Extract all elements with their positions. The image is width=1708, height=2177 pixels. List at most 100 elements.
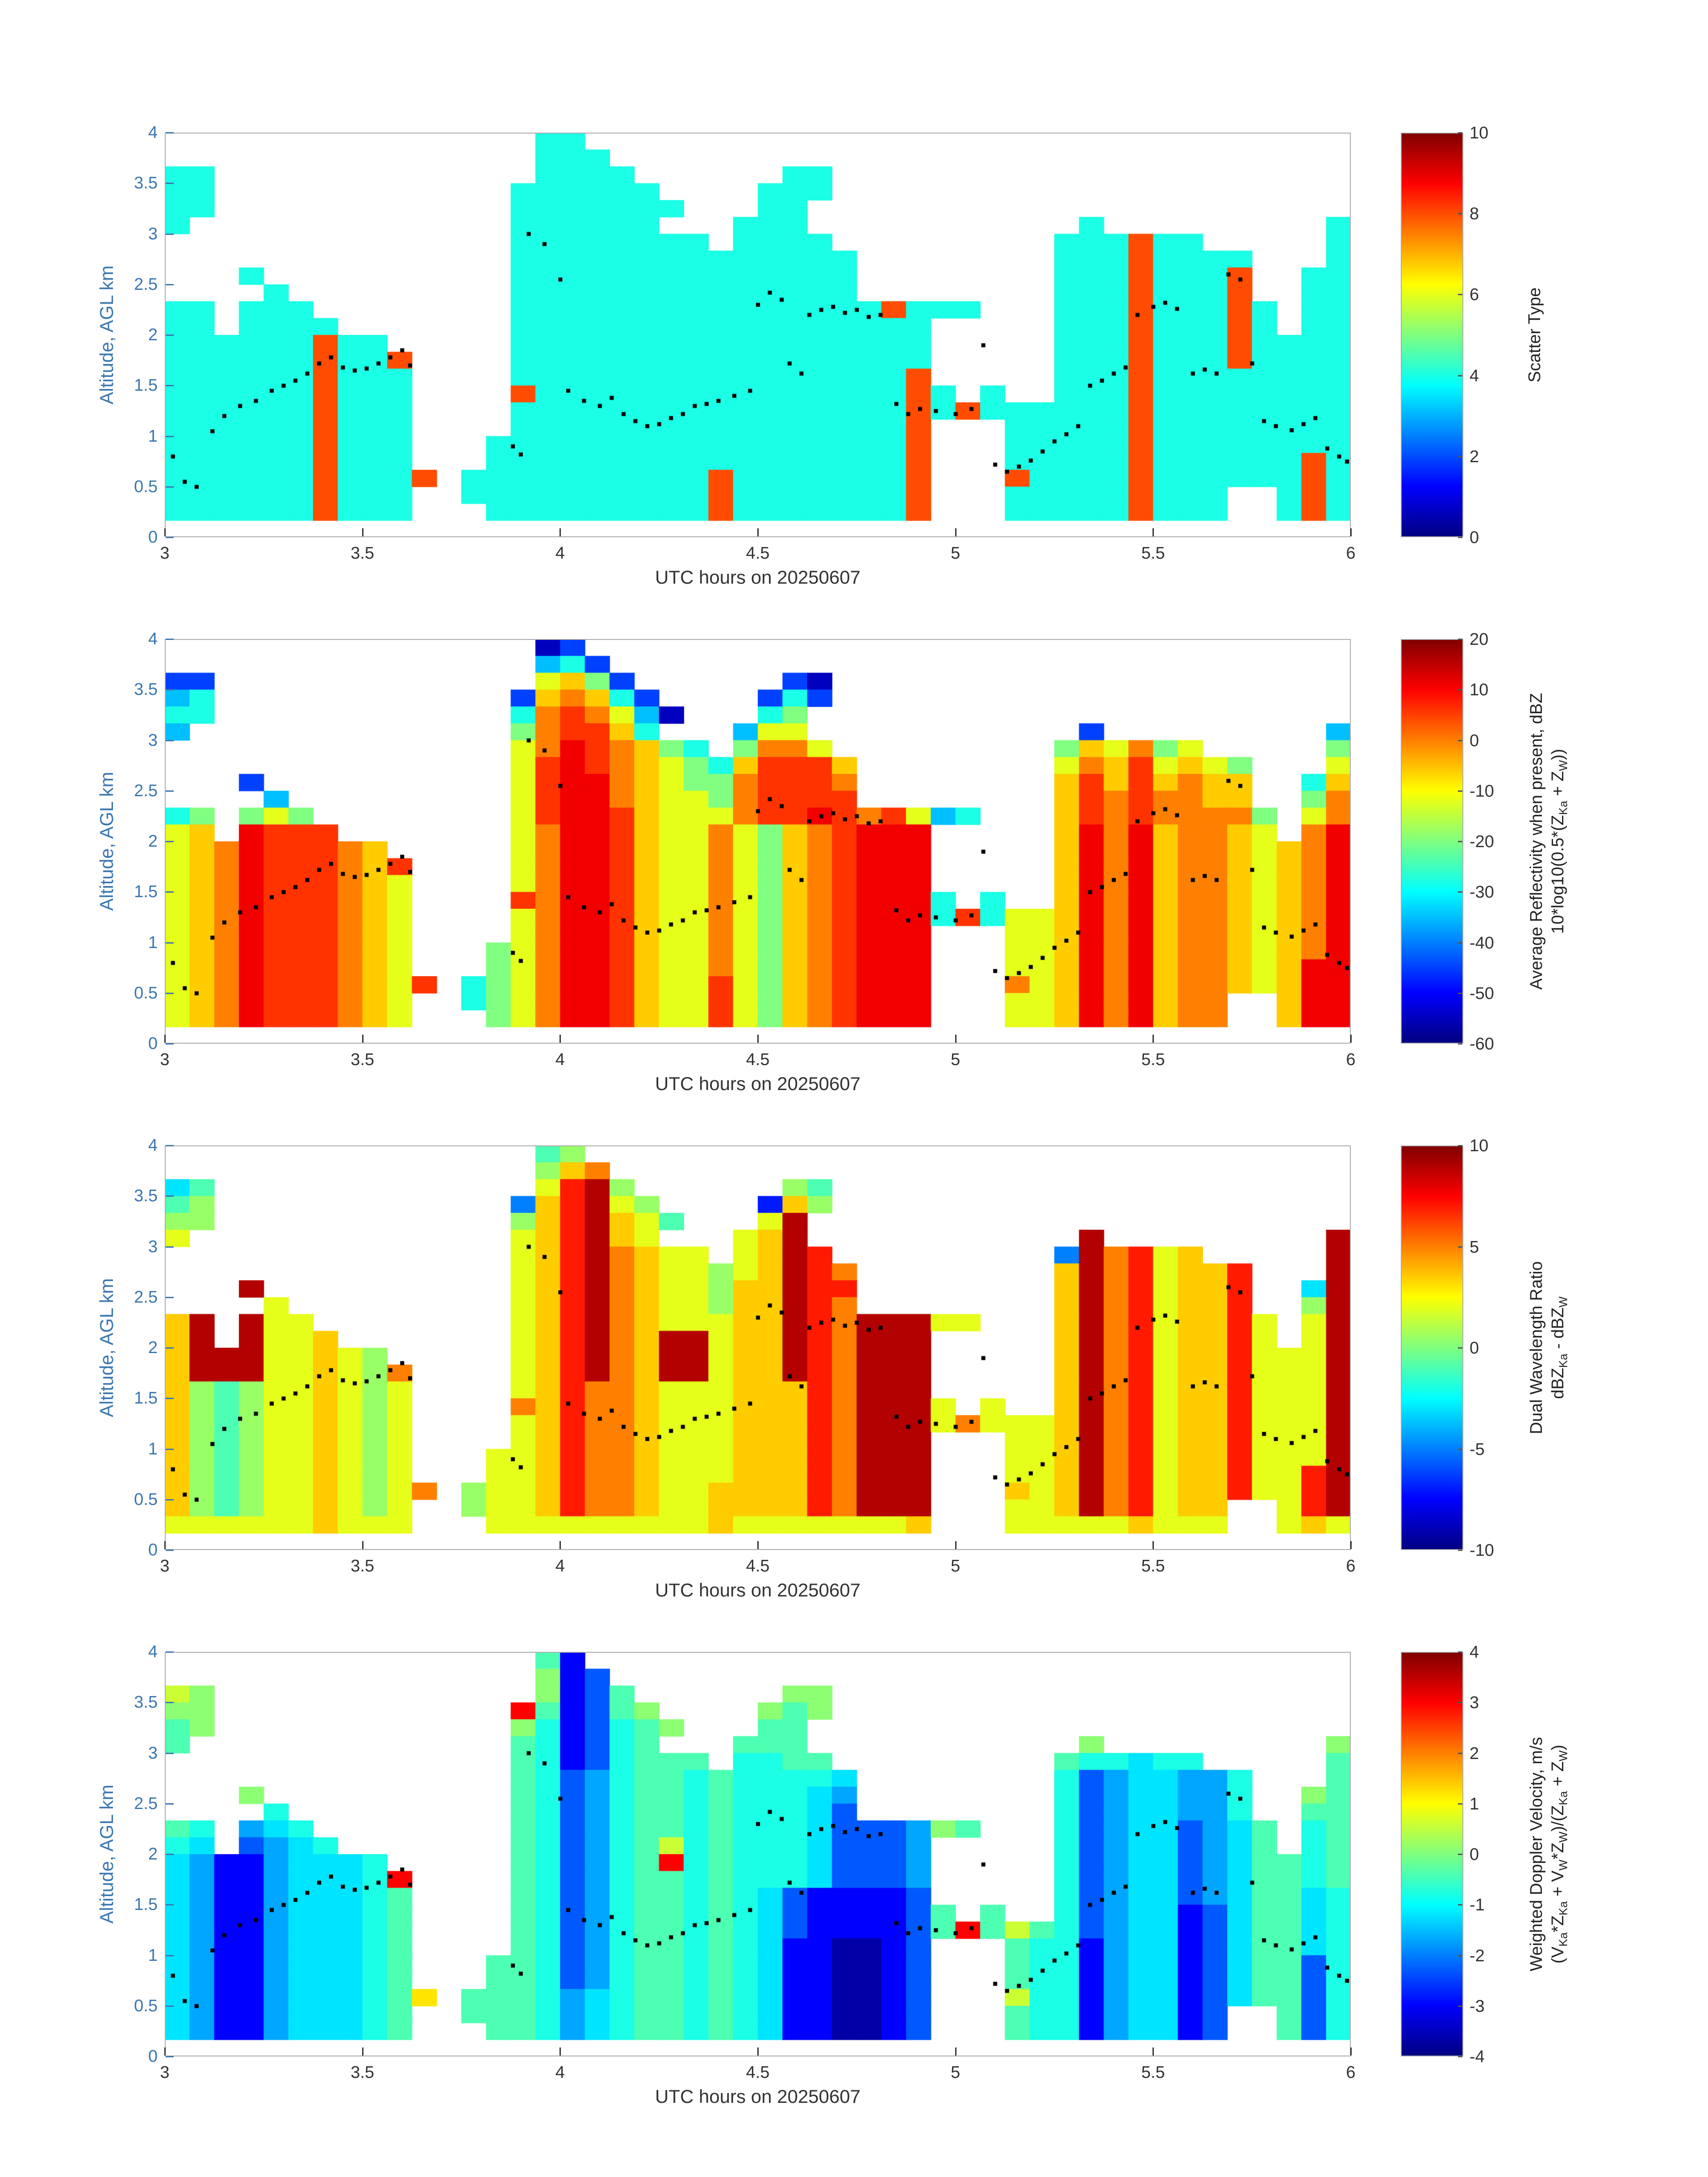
- y-axis-label: Altitude, AGL km: [96, 1784, 117, 1924]
- x-tick-mark: [1153, 1541, 1154, 1549]
- colorbar-tick-mark: [1458, 639, 1462, 640]
- x-tick-mark: [955, 528, 956, 536]
- y-tick-mark: [166, 1246, 174, 1248]
- x-tick-label: 6: [1346, 1557, 1356, 1575]
- x-tick-label: 3.5: [351, 1050, 375, 1069]
- y-axis-label: Altitude, AGL km: [96, 1278, 117, 1417]
- y-tick-mark: [166, 992, 174, 994]
- colorbar-tick-mark: [1458, 1803, 1462, 1805]
- heatmap-canvas-scatter-type: [165, 133, 1351, 537]
- colorbar-tick-label: 20: [1470, 630, 1489, 649]
- y-tick-mark: [166, 486, 174, 488]
- x-tick-mark: [1153, 1035, 1154, 1043]
- x-tick-label: 5.5: [1141, 2063, 1165, 2082]
- colorbar-axis-label-dual-wavelength-ratio: Dual Wavelength Ratio dBZKa - dBZW: [1526, 1145, 1570, 1550]
- y-tick-label: 3: [148, 1743, 158, 1763]
- x-tick-mark: [164, 1541, 166, 1549]
- x-tick-mark: [1350, 528, 1352, 536]
- colorbar-tick-label: -3: [1470, 1997, 1485, 2016]
- x-axis-label: UTC hours on 20250607: [655, 2086, 860, 2107]
- y-tick-mark: [166, 2056, 174, 2057]
- colorbar-axis-label-weighted-doppler-velocity: Weighted Doppler Velocity, m/s (VKa*ZKa +…: [1526, 1652, 1570, 2056]
- colorbar-axis-label-line: Average Reflectivity when present, dBZ: [1527, 693, 1546, 990]
- y-tick-label: 2.5: [134, 1287, 158, 1307]
- x-tick-mark: [955, 1541, 956, 1549]
- x-tick-label: 5: [951, 1050, 960, 1069]
- y-tick-mark: [166, 1043, 174, 1045]
- x-tick-mark: [1350, 2047, 1352, 2056]
- colorbar-axis-label-scatter-type: Scatter Type: [1524, 133, 1545, 537]
- colorbar-axis-label-line: 10*log10(0.5*(ZKa + ZW)): [1549, 748, 1570, 934]
- y-tick-mark: [166, 639, 174, 640]
- y-tick-mark: [166, 1550, 174, 1551]
- colorbar-tick-label: 10: [1470, 124, 1489, 142]
- y-tick-label: 0.5: [134, 1490, 158, 1509]
- x-tick-mark: [164, 528, 166, 536]
- colorbar-tick-label: 0: [1470, 731, 1479, 750]
- x-tick-mark: [560, 528, 561, 536]
- y-tick-label: 0.5: [134, 983, 158, 1003]
- heatmap-canvas-average-reflectivity: [165, 639, 1351, 1044]
- colorbar-canvas-weighted-doppler-velocity: [1401, 1652, 1463, 2056]
- y-tick-mark: [166, 891, 174, 893]
- x-tick-mark: [757, 1035, 759, 1043]
- colorbar-tick-mark: [1458, 537, 1462, 538]
- x-tick-label: 5.5: [1141, 1557, 1165, 1575]
- y-tick-label: 3.5: [134, 174, 158, 193]
- x-tick-label: 4.5: [746, 2063, 770, 2082]
- y-tick-label: 1.5: [134, 882, 158, 902]
- colorbar-tick-label: -10: [1470, 1541, 1494, 1560]
- y-tick-mark: [166, 537, 174, 538]
- y-tick-mark: [166, 1499, 174, 1500]
- colorbar-tick-label: -1: [1470, 1896, 1485, 1915]
- x-axis-label: UTC hours on 20250607: [655, 1073, 860, 1094]
- x-tick-label: 6: [1346, 2063, 1356, 2082]
- x-tick-label: 4: [555, 1050, 565, 1069]
- x-tick-mark: [1153, 528, 1154, 536]
- colorbar-tick-mark: [1458, 1854, 1462, 1855]
- colorbar-tick-mark: [1458, 1702, 1462, 1704]
- y-tick-label: 1.5: [134, 1389, 158, 1408]
- colorbar-tick-label: 8: [1470, 205, 1479, 224]
- y-tick-mark: [166, 2005, 174, 2007]
- x-tick-mark: [1350, 1035, 1352, 1043]
- colorbar-tick-mark: [1458, 1904, 1462, 1906]
- x-tick-label: 3: [160, 1050, 170, 1069]
- y-tick-mark: [166, 1854, 174, 1855]
- y-tick-label: 4: [148, 1136, 158, 1155]
- x-tick-label: 5.5: [1141, 544, 1165, 563]
- y-tick-mark: [166, 1904, 174, 1906]
- colorbar-tick-label: 0: [1470, 1845, 1479, 1864]
- y-tick-mark: [166, 1702, 174, 1704]
- y-tick-label: 0.5: [134, 1996, 158, 2015]
- y-tick-mark: [166, 1955, 174, 1956]
- x-tick-label: 4: [555, 2063, 565, 2082]
- y-tick-label: 3: [148, 224, 158, 243]
- y-tick-label: 1: [148, 933, 158, 952]
- x-tick-label: 4: [555, 1557, 565, 1575]
- colorbar-canvas-scatter-type: [1401, 133, 1463, 537]
- colorbar-axis-label-line: Dual Wavelength Ratio: [1527, 1261, 1546, 1434]
- x-axis-label: UTC hours on 20250607: [655, 1579, 860, 1600]
- x-tick-mark: [757, 2047, 759, 2056]
- y-tick-mark: [166, 132, 174, 134]
- x-tick-label: 4.5: [746, 1557, 770, 1575]
- y-tick-label: 2.5: [134, 1794, 158, 1813]
- colorbar-tick-label: 1: [1470, 1794, 1479, 1813]
- y-tick-mark: [166, 841, 174, 842]
- x-tick-label: 3: [160, 544, 170, 563]
- y-tick-label: 3.5: [134, 1693, 158, 1712]
- x-tick-label: 5: [951, 1557, 960, 1575]
- heatmap-canvas-dual-wavelength-ratio: [165, 1145, 1351, 1550]
- colorbar-tick-mark: [1458, 841, 1462, 842]
- x-tick-mark: [164, 2047, 166, 2056]
- y-tick-label: 2.5: [134, 275, 158, 294]
- y-tick-label: 1: [148, 1439, 158, 1458]
- y-tick-label: 1: [148, 1946, 158, 1965]
- x-tick-mark: [362, 1541, 363, 1549]
- y-tick-mark: [166, 689, 174, 691]
- colorbar-tick-mark: [1458, 455, 1462, 457]
- y-axis-label: Altitude, AGL km: [96, 772, 117, 911]
- x-tick-label: 4.5: [746, 1050, 770, 1069]
- colorbar-tick-label: -50: [1470, 984, 1494, 1003]
